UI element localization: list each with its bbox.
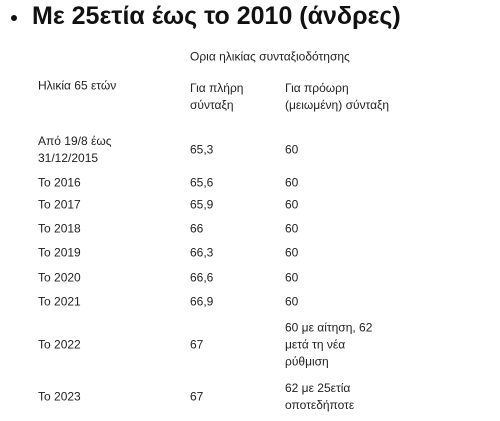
table-cell: 60 bbox=[285, 294, 299, 309]
table-cell: Το 2021 bbox=[38, 294, 81, 309]
table-cell: 60 bbox=[285, 175, 299, 190]
table-cell: 62 με 25ετία οποτεδήποτε bbox=[285, 381, 355, 412]
table-cell: 60 bbox=[285, 142, 299, 157]
table-cell: 60 με αίτηση, 62 μετά τη νέα ρύθμιση bbox=[285, 320, 373, 369]
table-cell: Το 2020 bbox=[38, 270, 81, 285]
table-cell: Το 2016 bbox=[38, 175, 81, 190]
column-header: Για πρόωρη (μειωμένη) σύνταξη bbox=[285, 81, 390, 112]
table-cell: Από 19/8 έως 31/12/2015 bbox=[38, 134, 112, 165]
table-cell: 60 bbox=[285, 245, 299, 260]
title: Με 25ετία έως το 2010 (άνδρες) bbox=[32, 2, 401, 30]
table-cell: 65,3 bbox=[190, 142, 214, 157]
table-cell: 66,9 bbox=[190, 294, 214, 309]
table-cell: 65,6 bbox=[190, 175, 214, 190]
table-cell: 67 bbox=[190, 337, 204, 352]
table-cell: 66,3 bbox=[190, 245, 214, 260]
table-cell: 60 bbox=[285, 197, 299, 212]
table-cell: 60 bbox=[285, 221, 299, 236]
table-cell: 67 bbox=[190, 389, 204, 404]
table-cell: Το 2019 bbox=[38, 245, 81, 260]
table-cell: Το 2018 bbox=[38, 221, 81, 236]
table-cell: Το 2017 bbox=[38, 197, 81, 212]
table-cell: 65,9 bbox=[190, 197, 214, 212]
column-header: Για πλήρη σύνταξη bbox=[190, 81, 244, 112]
bullet bbox=[11, 15, 17, 21]
table-cell: 66 bbox=[190, 221, 204, 236]
table-cell: Το 2023 bbox=[38, 389, 81, 404]
table-cell: Το 2022 bbox=[38, 337, 81, 352]
group-header: Ορια ηλικίας συνταξιοδότησης bbox=[190, 49, 350, 64]
table-cell: 66,6 bbox=[190, 270, 214, 285]
column-header: Ηλικία 65 ετών bbox=[38, 78, 117, 93]
table-cell: 60 bbox=[285, 270, 299, 285]
